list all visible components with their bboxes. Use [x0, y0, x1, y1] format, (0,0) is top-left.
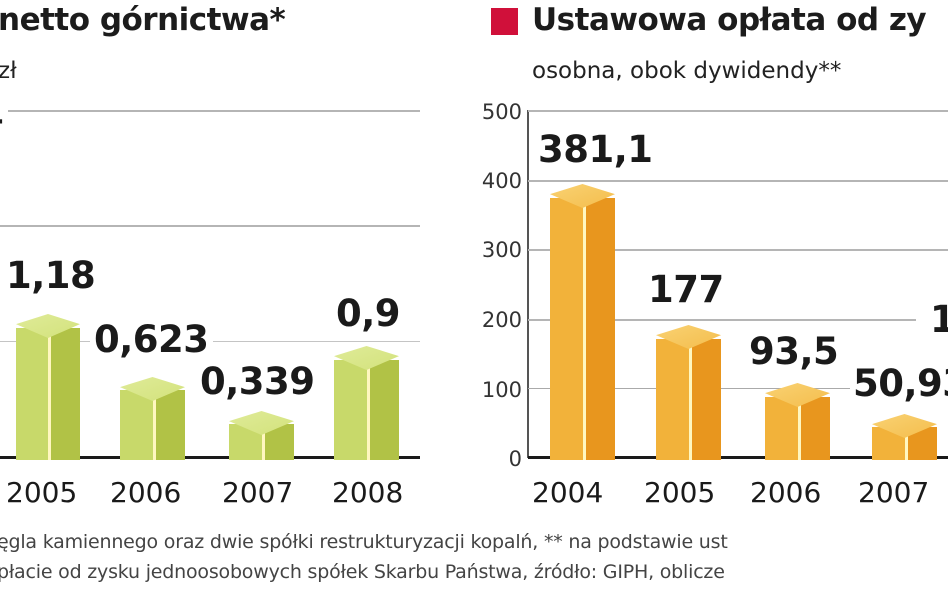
left-bar-2006 [120, 377, 185, 460]
right-chart-subtitle: osobna, obok dywidendy** [532, 58, 842, 84]
right-year-label: 2004 [532, 476, 604, 509]
left-year-label: 2006 [110, 476, 182, 509]
right-gridline [528, 110, 948, 112]
y-tick-0: 0 [508, 447, 522, 471]
right-year-label: 2007 [858, 476, 930, 509]
right-bar-2005 [656, 325, 721, 460]
left-year-label: 2005 [6, 476, 78, 509]
right-value-label-2006: 93,5 [746, 330, 842, 373]
left-value-label-2008: 0,9 [336, 292, 401, 335]
y-tick-500: 500 [481, 100, 522, 124]
right-bar-2007 [872, 414, 937, 460]
left-value-label-2005: 1,18 [6, 254, 96, 297]
left-gridline [0, 225, 420, 227]
left-bar-2005 [16, 314, 80, 460]
right-bar-2006 [765, 383, 830, 460]
right-bar-2004 [550, 184, 615, 460]
right-value-label-2008-cropped: 1 [930, 298, 948, 341]
footnote-line-1: ęgla kamiennego oraz dwie spółki restruk… [0, 531, 728, 553]
left-baseline [0, 456, 420, 459]
left-cropped-glyph: · [0, 112, 4, 134]
right-gridline [528, 180, 948, 182]
right-gridline [528, 319, 916, 321]
right-year-label: 2006 [750, 476, 822, 509]
right-value-label-2005: 177 [648, 268, 724, 311]
left-value-label-2006: 0,623 [90, 318, 213, 361]
left-year-label: 2007 [222, 476, 294, 509]
left-gridline [8, 110, 420, 112]
right-year-label: 2005 [644, 476, 716, 509]
y-tick-400: 400 [481, 169, 522, 193]
y-tick-100: 100 [481, 378, 522, 402]
left-bar-2008 [334, 346, 399, 460]
right-gridline [528, 249, 948, 251]
right-baseline [528, 456, 948, 459]
left-year-label: 2008 [332, 476, 404, 509]
right-value-label-2007: 50,93 [850, 362, 948, 405]
left-value-label-2007: 0,339 [200, 360, 315, 403]
y-axis-line [527, 110, 529, 458]
y-tick-200: 200 [481, 308, 522, 332]
left-bar-2007 [229, 411, 294, 460]
right-chart-title: Ustawowa opłata od zy [532, 2, 927, 38]
right-value-label-2004: 381,1 [538, 128, 653, 171]
footnote-line-2: płacie od zysku jednoosobowych spółek Sk… [0, 561, 725, 583]
left-chart-subtitle: zł [0, 58, 17, 84]
left-chart-title: netto górnictwa* [0, 2, 286, 38]
y-tick-300: 300 [481, 238, 522, 262]
legend-square-icon [491, 8, 518, 35]
